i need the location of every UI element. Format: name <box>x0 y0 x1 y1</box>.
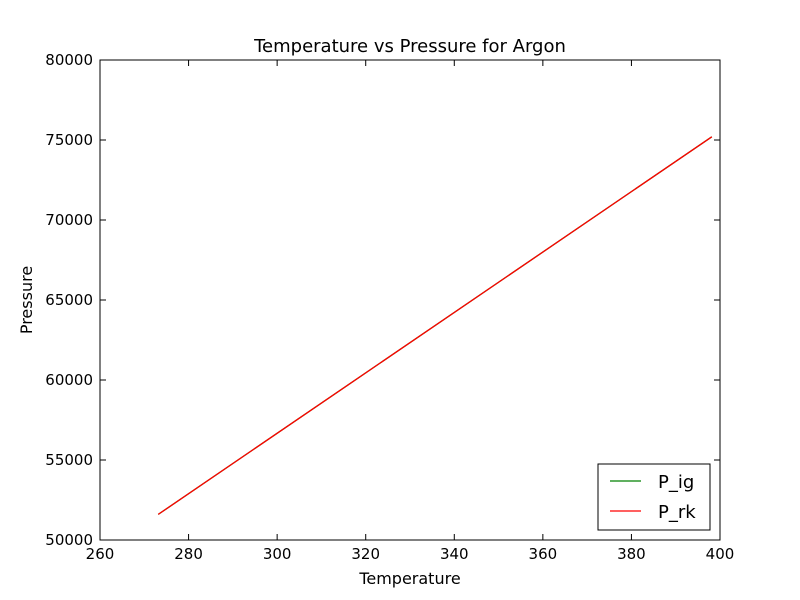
x-tick-label: 360 <box>529 545 558 563</box>
x-tick-label: 380 <box>617 545 646 563</box>
series-line-p-rk <box>157 136 713 515</box>
y-tick-label: 75000 <box>45 131 93 149</box>
y-axis-label: Pressure <box>17 266 36 334</box>
plot-area: 260 280 300 320 340 360 380 400 50000 55000 60000 6… <box>45 51 734 563</box>
x-tick-label: 260 <box>86 545 115 563</box>
chart-title: Temperature vs Pressure for Argon <box>253 36 566 57</box>
x-tick-label: 340 <box>440 545 469 563</box>
x-tick-label: 300 <box>263 545 292 563</box>
x-tick-label: 400 <box>706 545 735 563</box>
x-axis-label: Temperature <box>358 569 460 588</box>
legend-label-p-rk: P_rk <box>658 502 696 523</box>
legend-label-p-ig: P_ig <box>658 472 694 493</box>
legend: P_ig P_rk <box>597 463 711 531</box>
y-tick-label: 55000 <box>45 451 93 469</box>
y-tick-label: 70000 <box>45 211 93 229</box>
x-tick-label: 280 <box>174 545 203 563</box>
y-tick-label: 80000 <box>45 51 93 69</box>
y-tick-label: 65000 <box>45 291 93 309</box>
legend-box <box>597 463 711 531</box>
y-tick-label: 50000 <box>45 531 93 549</box>
x-tick-label: 320 <box>351 545 380 563</box>
y-tick-label: 60000 <box>45 371 93 389</box>
